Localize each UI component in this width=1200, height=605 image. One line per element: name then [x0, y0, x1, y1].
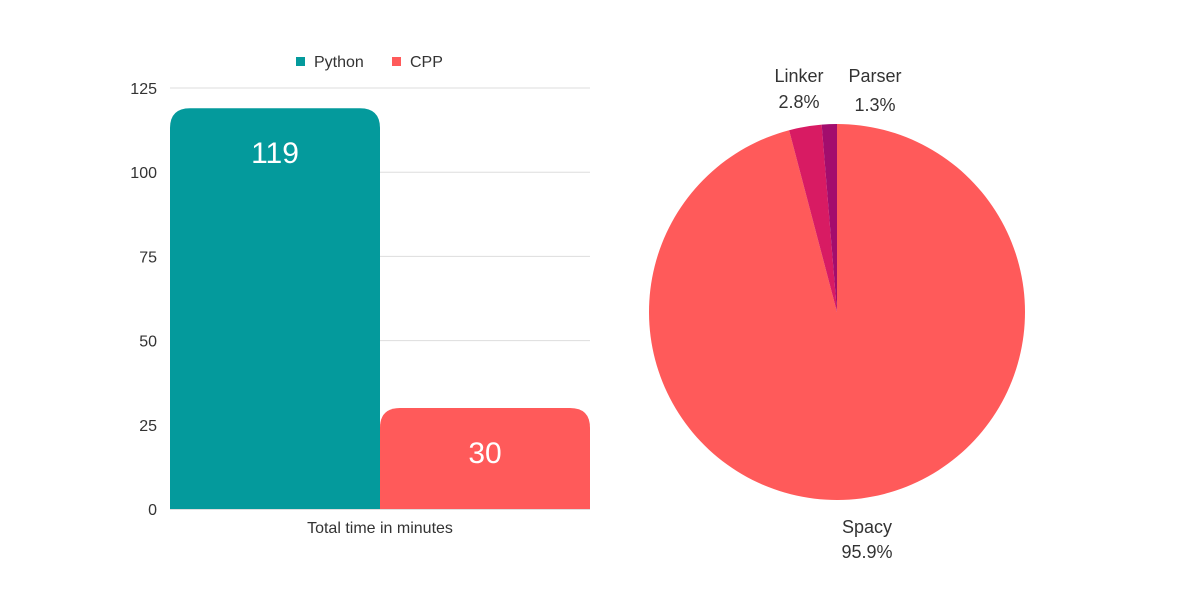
pie-slices: [648, 124, 1025, 500]
bar-cpp: [380, 407, 590, 509]
pie-label-percent: 95.9%: [841, 542, 892, 562]
y-tick-label: 75: [139, 249, 157, 266]
pie-label-percent: 2.8%: [778, 92, 819, 112]
bar-x-axis: Total time in minutes: [307, 520, 453, 537]
pie-label-name: Linker: [774, 66, 823, 86]
bar-y-axis: 0 25 50 75 100 125: [130, 81, 157, 519]
bar-value-label: 119: [251, 137, 299, 170]
pie-slice-parser: [821, 124, 837, 312]
bar-chart: 0 25 50 75 100 125 119 30 Total time in minute…: [130, 54, 590, 537]
bar-series: 119 30: [170, 108, 590, 509]
bar-value-label: 30: [468, 437, 501, 470]
legend-label: CPP: [410, 54, 443, 71]
x-category-label: Total time in minutes: [307, 520, 453, 537]
legend-swatch: [392, 57, 401, 66]
y-tick-label: 50: [139, 334, 157, 351]
pie-label-name: Parser: [848, 66, 901, 86]
pie-chart: Spacy 95.9% Linker 2.8% Parser 1.3%: [648, 66, 1025, 562]
bar-legend: Python CPP: [296, 54, 443, 71]
bar-python: [170, 108, 380, 509]
legend-label: Python: [314, 54, 364, 71]
y-tick-label: 125: [130, 81, 157, 98]
y-tick-label: 25: [139, 418, 157, 435]
pie-labels: Spacy 95.9% Linker 2.8% Parser 1.3%: [774, 66, 901, 562]
pie-label-percent: 1.3%: [854, 95, 895, 115]
legend-swatch: [296, 57, 305, 66]
y-tick-label: 100: [130, 165, 157, 182]
pie-label-name: Spacy: [842, 517, 892, 537]
pie-slice-linker: [789, 124, 837, 313]
y-tick-label: 0: [148, 502, 157, 519]
